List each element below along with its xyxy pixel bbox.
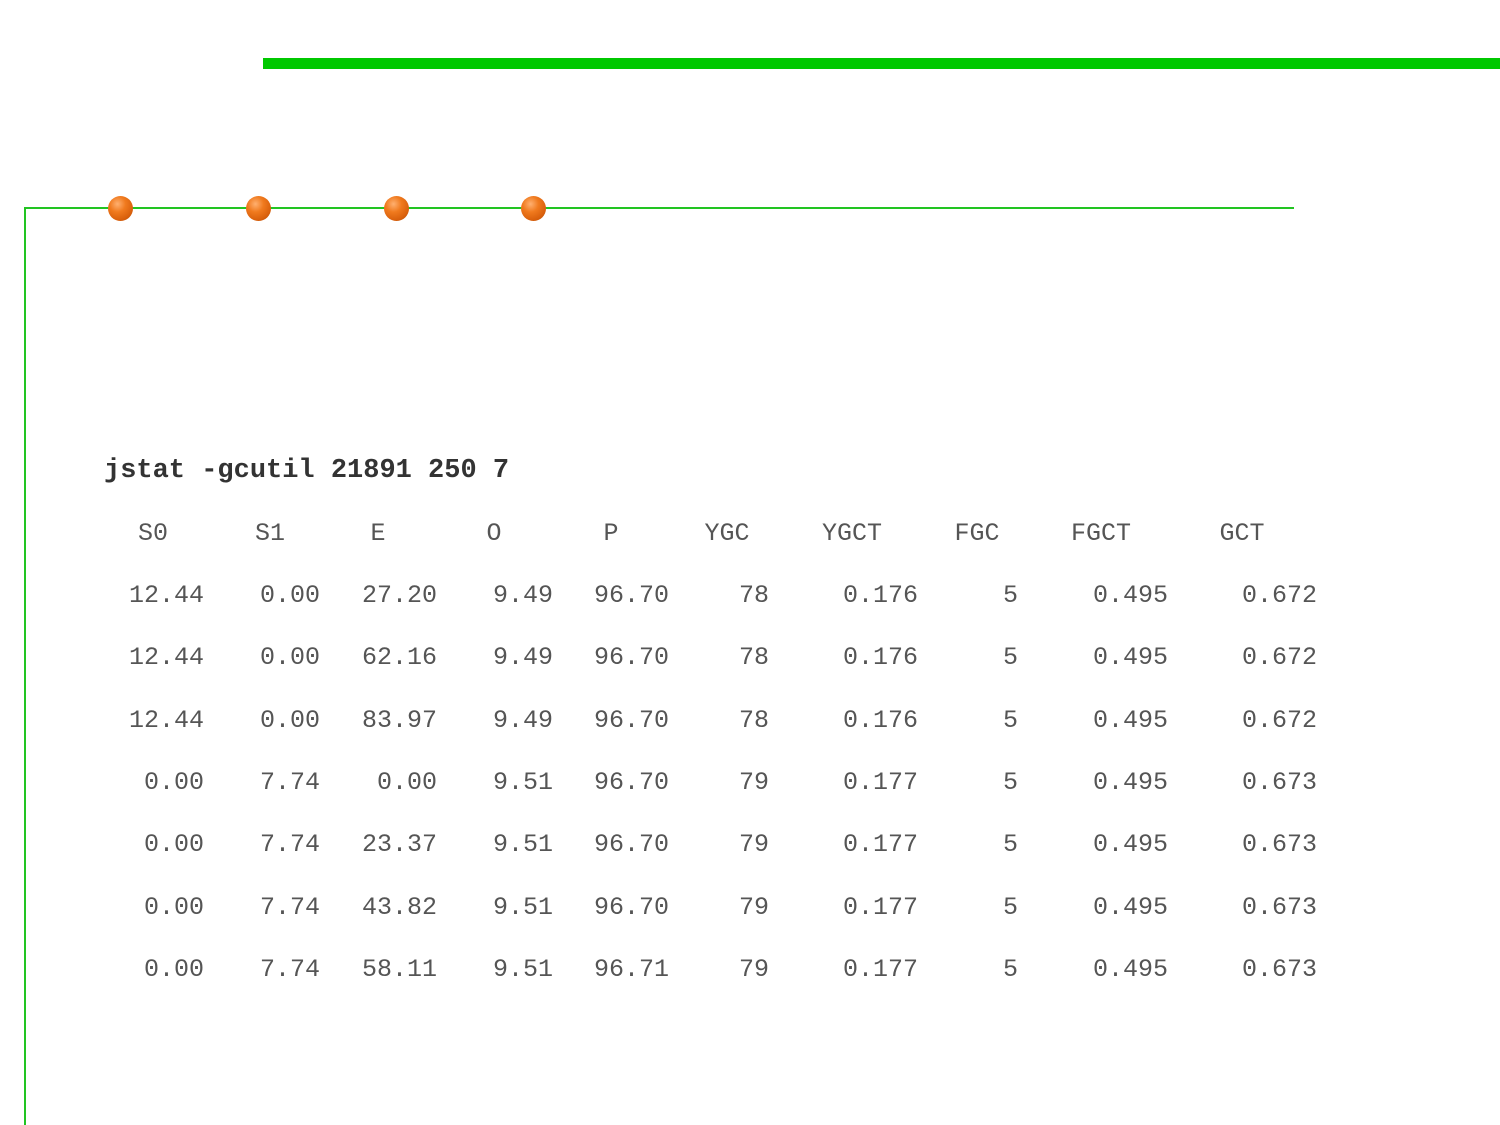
table-cell: 78 (738, 643, 769, 672)
column-header: O (486, 519, 502, 548)
table-cell: 0.495 (1092, 955, 1168, 984)
table-cell: 7.74 (259, 768, 320, 797)
table-cell: 0.495 (1092, 893, 1168, 922)
table-cell: 0.176 (842, 581, 918, 610)
table-cell: 96.70 (593, 643, 669, 672)
table-cell: 12.44 (128, 581, 204, 610)
frame-vertical-line (24, 207, 26, 1125)
table-cell: 0.176 (842, 643, 918, 672)
table-cell: 12.44 (128, 706, 204, 735)
table-cell: 0.495 (1092, 643, 1168, 672)
table-cell: 96.70 (593, 830, 669, 859)
table-cell: 0.177 (842, 893, 918, 922)
column-header: E (370, 519, 386, 548)
column-header: S0 (137, 519, 169, 548)
table-cell: 79 (738, 768, 769, 797)
table-cell: 0.672 (1241, 706, 1317, 735)
bullet-dot-icon (108, 196, 133, 221)
bullet-dot-icon (246, 196, 271, 221)
table-cell: 9.51 (492, 893, 553, 922)
table-cell: 0.672 (1241, 581, 1317, 610)
table-cell: 43.82 (361, 893, 437, 922)
table-cell: 9.49 (492, 581, 553, 610)
table-cell: 0.00 (259, 581, 320, 610)
table-cell: 23.37 (361, 830, 437, 859)
table-cell: 0.00 (143, 893, 204, 922)
table-cell: 0.673 (1241, 768, 1317, 797)
table-cell: 96.71 (593, 955, 669, 984)
table-cell: 7.74 (259, 893, 320, 922)
table-cell: 7.74 (259, 955, 320, 984)
table-cell: 0.177 (842, 955, 918, 984)
table-cell: 96.70 (593, 768, 669, 797)
table-cell: 12.44 (128, 643, 204, 672)
table-cell: 0.495 (1092, 768, 1168, 797)
table-cell: 0.673 (1241, 830, 1317, 859)
table-cell: 0.495 (1092, 581, 1168, 610)
table-cell: 83.97 (361, 706, 437, 735)
top-accent-bar (263, 58, 1500, 69)
table-cell: 0.00 (259, 643, 320, 672)
table-cell: 78 (738, 581, 769, 610)
table-cell: 96.70 (593, 581, 669, 610)
table-cell: 96.70 (593, 706, 669, 735)
table-cell: 0.00 (143, 830, 204, 859)
command-line: jstat -gcutil 21891 250 7 (104, 456, 510, 486)
column-header: YGC (704, 519, 750, 548)
table-cell: 79 (738, 893, 769, 922)
table-cell: 9.51 (492, 830, 553, 859)
table-cell: 27.20 (361, 581, 437, 610)
table-cell: 0.672 (1241, 643, 1317, 672)
table-cell: 7.74 (259, 830, 320, 859)
table-cell: 0.495 (1092, 706, 1168, 735)
column-header: GCT (1219, 519, 1265, 548)
table-cell: 0.495 (1092, 830, 1168, 859)
column-header: YGCT (821, 519, 883, 548)
table-cell: 79 (738, 955, 769, 984)
table-cell: 0.177 (842, 768, 918, 797)
column-header: FGCT (1070, 519, 1132, 548)
column-header: S1 (254, 519, 286, 548)
table-cell: 5 (1002, 581, 1018, 610)
table-cell: 0.176 (842, 706, 918, 735)
table-cell: 5 (1002, 893, 1018, 922)
frame-horizontal-line (24, 207, 1294, 209)
table-cell: 5 (1002, 706, 1018, 735)
table-cell: 9.51 (492, 955, 553, 984)
table-cell: 5 (1002, 643, 1018, 672)
table-cell: 79 (738, 830, 769, 859)
table-cell: 5 (1002, 955, 1018, 984)
table-cell: 5 (1002, 768, 1018, 797)
table-cell: 9.49 (492, 643, 553, 672)
table-cell: 9.51 (492, 768, 553, 797)
table-cell: 0.673 (1241, 955, 1317, 984)
column-header: P (603, 519, 619, 548)
table-cell: 0.00 (376, 768, 437, 797)
table-cell: 0.00 (143, 955, 204, 984)
table-cell: 0.00 (259, 706, 320, 735)
bullet-dot-icon (521, 196, 546, 221)
table-cell: 5 (1002, 830, 1018, 859)
table-cell: 0.673 (1241, 893, 1317, 922)
table-cell: 96.70 (593, 893, 669, 922)
table-cell: 78 (738, 706, 769, 735)
column-header: FGC (954, 519, 1000, 548)
table-cell: 0.00 (143, 768, 204, 797)
table-cell: 62.16 (361, 643, 437, 672)
table-cell: 58.11 (361, 955, 437, 984)
table-cell: 9.49 (492, 706, 553, 735)
table-cell: 0.177 (842, 830, 918, 859)
bullet-dot-icon (384, 196, 409, 221)
